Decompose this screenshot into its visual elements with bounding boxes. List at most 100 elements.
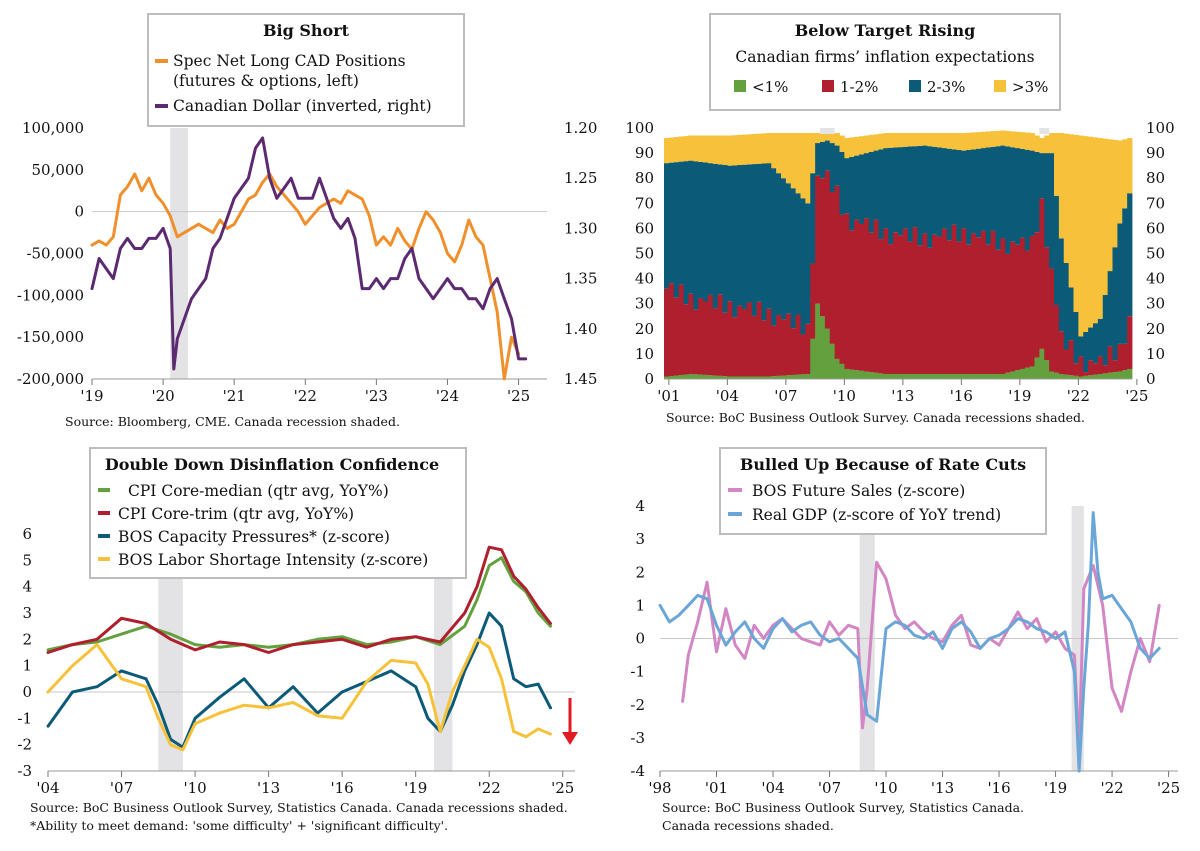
p2-bar-50-2 xyxy=(907,146,914,242)
p2-bar-75-0 xyxy=(1029,366,1035,379)
p2-bar-32-1 xyxy=(820,178,826,317)
p2-bar-40-1 xyxy=(859,224,865,371)
p2-bar-54-0 xyxy=(927,373,933,379)
p2-bar-52-0 xyxy=(917,373,923,379)
p2-bar-88-0 xyxy=(1093,374,1099,379)
p2-bar-87-1 xyxy=(1088,360,1094,376)
p2-bar-51-0 xyxy=(912,373,918,379)
p2-bar-39-0 xyxy=(854,370,860,379)
p2-bar-19-2 xyxy=(756,163,762,302)
p2-bar-13-2 xyxy=(727,165,733,302)
p2-bar-2-0 xyxy=(673,375,680,379)
p2-y-right-tick-4: 40 xyxy=(1146,270,1165,288)
p1-y-left-tick-2: -100,000 xyxy=(17,286,84,304)
p2-bar-90-3 xyxy=(1102,138,1109,295)
p2-bar-73-3 xyxy=(1019,132,1026,149)
p2-bar-16-0 xyxy=(742,376,748,379)
p2-bar-44-0 xyxy=(878,373,884,379)
p2-bar-54-1 xyxy=(927,247,933,374)
p2-bar-10-2 xyxy=(712,163,719,309)
p2-bar-30-3 xyxy=(810,133,816,174)
p2-subtitle: Canadian firms’ inflation expectations xyxy=(735,48,1034,66)
p2-bar-62-1 xyxy=(966,244,972,374)
p2-bar-1-2 xyxy=(668,162,675,284)
p2-bar-85-0 xyxy=(1078,376,1084,379)
p2-y-left-tick-1: 10 xyxy=(635,345,654,363)
p1-legend-box xyxy=(147,13,465,127)
p2-bar-45-2 xyxy=(883,148,889,229)
p2-bar-32-3 xyxy=(820,133,826,142)
p2-bar-50-3 xyxy=(907,133,914,147)
p2-bar-51-3 xyxy=(912,133,918,147)
p3-title: Double Down Disinflation Confidence xyxy=(105,455,439,474)
p2-legend-item-0: <1% xyxy=(752,78,788,96)
p2-bar-24-3 xyxy=(781,133,787,179)
p2-bar-83-1 xyxy=(1068,340,1074,376)
p2-bar-68-1 xyxy=(995,249,1001,374)
p2-bar-8-0 xyxy=(703,374,709,379)
p2-bar-59-3 xyxy=(951,133,957,150)
p2-bar-55-2 xyxy=(932,146,938,235)
p4-y-tick-5: 1 xyxy=(635,596,645,614)
p2-bar-6-1 xyxy=(693,309,699,375)
p4-x-tick-2: '04 xyxy=(761,779,784,797)
p2-bar-41-3 xyxy=(863,135,870,154)
p2-bar-24-2 xyxy=(781,178,787,320)
p2-y-left-tick-3: 30 xyxy=(635,295,654,313)
p2-bar-37-0 xyxy=(844,368,850,379)
p2-bar-69-1 xyxy=(1000,238,1006,374)
p1-x-tick-5: '24 xyxy=(436,387,459,405)
p3-legend-item-1: CPI Core-trim (qtr avg, YoY%) xyxy=(118,505,354,523)
p2-bar-28-3 xyxy=(800,133,806,199)
p2-x-tick-4: '13 xyxy=(891,387,914,405)
p2-bar-23-0 xyxy=(776,375,782,379)
p2-bar-22-0 xyxy=(771,376,777,379)
p2-bar-65-1 xyxy=(980,230,987,374)
p2-bar-57-1 xyxy=(941,228,948,374)
p2-bar-79-2 xyxy=(1049,153,1055,269)
p2-bar-80-0 xyxy=(1054,372,1060,379)
p2-bar-64-2 xyxy=(976,148,982,238)
p2-y-left-tick-9: 90 xyxy=(635,144,654,162)
p2-bar-45-1 xyxy=(883,228,889,374)
p2-bar-27-2 xyxy=(795,193,801,315)
p3-y-tick-3: 0 xyxy=(22,683,32,701)
p2-bar-37-3 xyxy=(844,138,850,159)
p2-bar-13-0 xyxy=(727,376,733,379)
p1-y-right-tick-1: 1.25 xyxy=(564,169,597,187)
p2-x-tick-labels: '01 '04 '07 '10 '13 '16 '19 '22 '25 xyxy=(657,379,1148,405)
p4-legend-item-0: BOS Future Sales (z-score) xyxy=(752,482,965,500)
p2-bar-90-0 xyxy=(1102,373,1109,379)
p2-bar-29-0 xyxy=(805,373,811,379)
p2-bar-91-1 xyxy=(1107,346,1113,373)
p2-bar-8-1 xyxy=(703,301,709,375)
p2-bar-7-1 xyxy=(698,298,704,375)
p3-x-tick-5: '19 xyxy=(404,779,427,797)
p2-bar-7-0 xyxy=(698,374,704,379)
p3-x-tick-6: '22 xyxy=(478,779,501,797)
p3-y-tick-8: 5 xyxy=(22,551,32,569)
p2-bar-65-2 xyxy=(980,148,987,231)
p2-bar-69-2 xyxy=(1000,145,1006,239)
p2-bar-92-0 xyxy=(1112,372,1118,379)
p4-series-future-sales xyxy=(681,560,1161,753)
p3-y-tick-labels: -3 -2 -1 0 1 2 3 4 5 6 xyxy=(17,525,32,780)
p2-bar-68-2 xyxy=(995,146,1001,250)
p2-legend-swatch-green xyxy=(734,80,746,92)
p2-bar-88-3 xyxy=(1093,137,1099,324)
p2-bar-48-3 xyxy=(898,133,904,148)
p2-bar-67-3 xyxy=(990,131,996,147)
p2-bar-81-0 xyxy=(1058,373,1065,379)
p4-x-tick-8: '22 xyxy=(1100,779,1123,797)
p2-bar-70-1 xyxy=(1005,253,1011,373)
p2-bar-89-3 xyxy=(1097,138,1104,319)
p3-y-tick-1: -2 xyxy=(17,736,32,754)
p2-bar-76-2 xyxy=(1034,151,1040,233)
p2-bar-56-3 xyxy=(937,133,943,148)
p2-bar-71-2 xyxy=(1010,147,1016,242)
p2-bar-34-0 xyxy=(829,343,836,379)
p3-source: Source: BoC Business Outlook Survey, Sta… xyxy=(30,800,568,815)
p2-bar-11-2 xyxy=(717,164,723,295)
p2-bar-20-2 xyxy=(761,163,767,321)
p4-source: Source: BoC Business Outlook Survey, Sta… xyxy=(662,800,1024,815)
